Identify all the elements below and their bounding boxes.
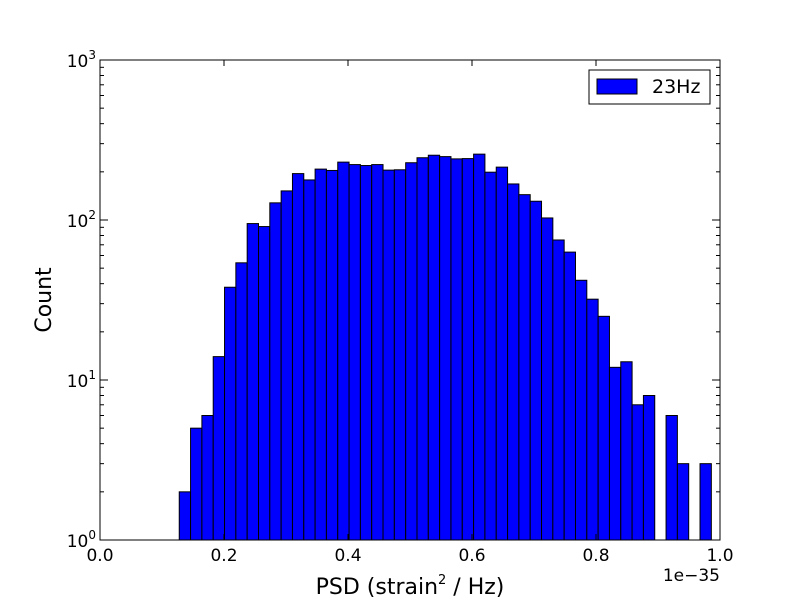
histogram-bar [246, 223, 259, 541]
y-tick-label-exponent: 0 [88, 528, 96, 542]
histogram-bar [201, 414, 214, 541]
x-axis-label-main: PSD (strain [316, 575, 438, 600]
x-tick-label: 0.0 [86, 546, 113, 566]
plot-area-frame [99, 59, 721, 541]
histogram-bar [359, 165, 373, 541]
y-tick-label-base: 10 [67, 52, 89, 72]
histogram-bar [439, 156, 452, 541]
y-tick-label-exponent: 3 [88, 48, 96, 62]
histogram-bar [620, 361, 633, 541]
histogram-bar [484, 171, 497, 541]
histogram-bar [405, 162, 418, 541]
y-axis-label: Count [32, 267, 57, 333]
axis-ticks [99, 59, 721, 541]
histogram-bar [541, 217, 554, 541]
histogram-bar [529, 200, 543, 541]
histogram-bar [495, 166, 509, 541]
histogram-bars [100, 153, 712, 541]
histogram-bar [563, 251, 576, 541]
histogram-bar [450, 158, 463, 541]
y-tick-label: 100 [67, 528, 96, 552]
x-tick-labels: 0.0 0.2 0.4 0.6 0.8 1.0 [86, 546, 733, 566]
y-tick-label-base: 10 [67, 372, 89, 392]
histogram-bar [574, 279, 588, 541]
histogram-bar [676, 463, 690, 541]
histogram-bar [325, 169, 339, 541]
x-axis-label-superscript: 2 [438, 573, 446, 588]
y-tick-label: 102 [67, 208, 96, 232]
histogram-bar [631, 404, 644, 541]
histogram-bar [473, 153, 486, 541]
x-tick-label: 0.8 [582, 546, 609, 566]
histogram-bar [608, 366, 622, 541]
histogram-bar [280, 190, 293, 541]
x-tick-label: 1.0 [706, 546, 733, 566]
histogram-bar [235, 262, 248, 541]
histogram-bar [393, 169, 407, 541]
histogram-bar [291, 173, 305, 541]
x-axis-label: PSD (strain2 / Hz) [316, 573, 505, 600]
y-tick-label-base: 10 [67, 532, 89, 552]
histogram-bar [337, 161, 350, 541]
y-tick-label-exponent: 1 [88, 368, 96, 382]
histogram-bar [382, 169, 395, 541]
histogram-bar [314, 168, 327, 541]
x-axis-label-suffix: / Hz) [446, 575, 504, 600]
histogram-bar [178, 491, 192, 541]
x-tick-label: 0.6 [458, 546, 485, 566]
histogram-bar [699, 463, 712, 541]
histogram-bar [518, 194, 531, 541]
histogram-bar [416, 157, 429, 541]
histogram-bar [269, 202, 282, 541]
histogram-bar [507, 183, 520, 541]
x-tick-label: 0.4 [334, 546, 361, 566]
x-axis-offset-label: 1e−35 [663, 566, 720, 586]
histogram-bar [303, 179, 316, 541]
x-tick-label: 0.2 [210, 546, 237, 566]
y-tick-label-exponent: 2 [88, 208, 96, 222]
histogram-bar [427, 154, 441, 541]
legend-label: 23Hz [652, 76, 700, 98]
histogram-bar [461, 158, 475, 541]
y-tick-label-base: 10 [67, 212, 89, 232]
legend: 23Hz [588, 69, 711, 105]
histogram-bar [190, 427, 203, 541]
y-tick-label: 103 [67, 48, 96, 72]
histogram-bar [586, 298, 599, 541]
y-tick-label: 101 [67, 368, 96, 392]
histogram-bar [597, 315, 610, 541]
legend-swatch [596, 78, 638, 95]
histogram-bar [224, 286, 237, 541]
histogram-bar [257, 226, 271, 541]
histogram-bar [552, 239, 565, 541]
histogram-bar [212, 356, 226, 541]
histogram-bar [642, 395, 656, 541]
histogram-bar [348, 164, 361, 541]
histogram-bar [371, 164, 384, 541]
histogram-bar [665, 414, 678, 541]
